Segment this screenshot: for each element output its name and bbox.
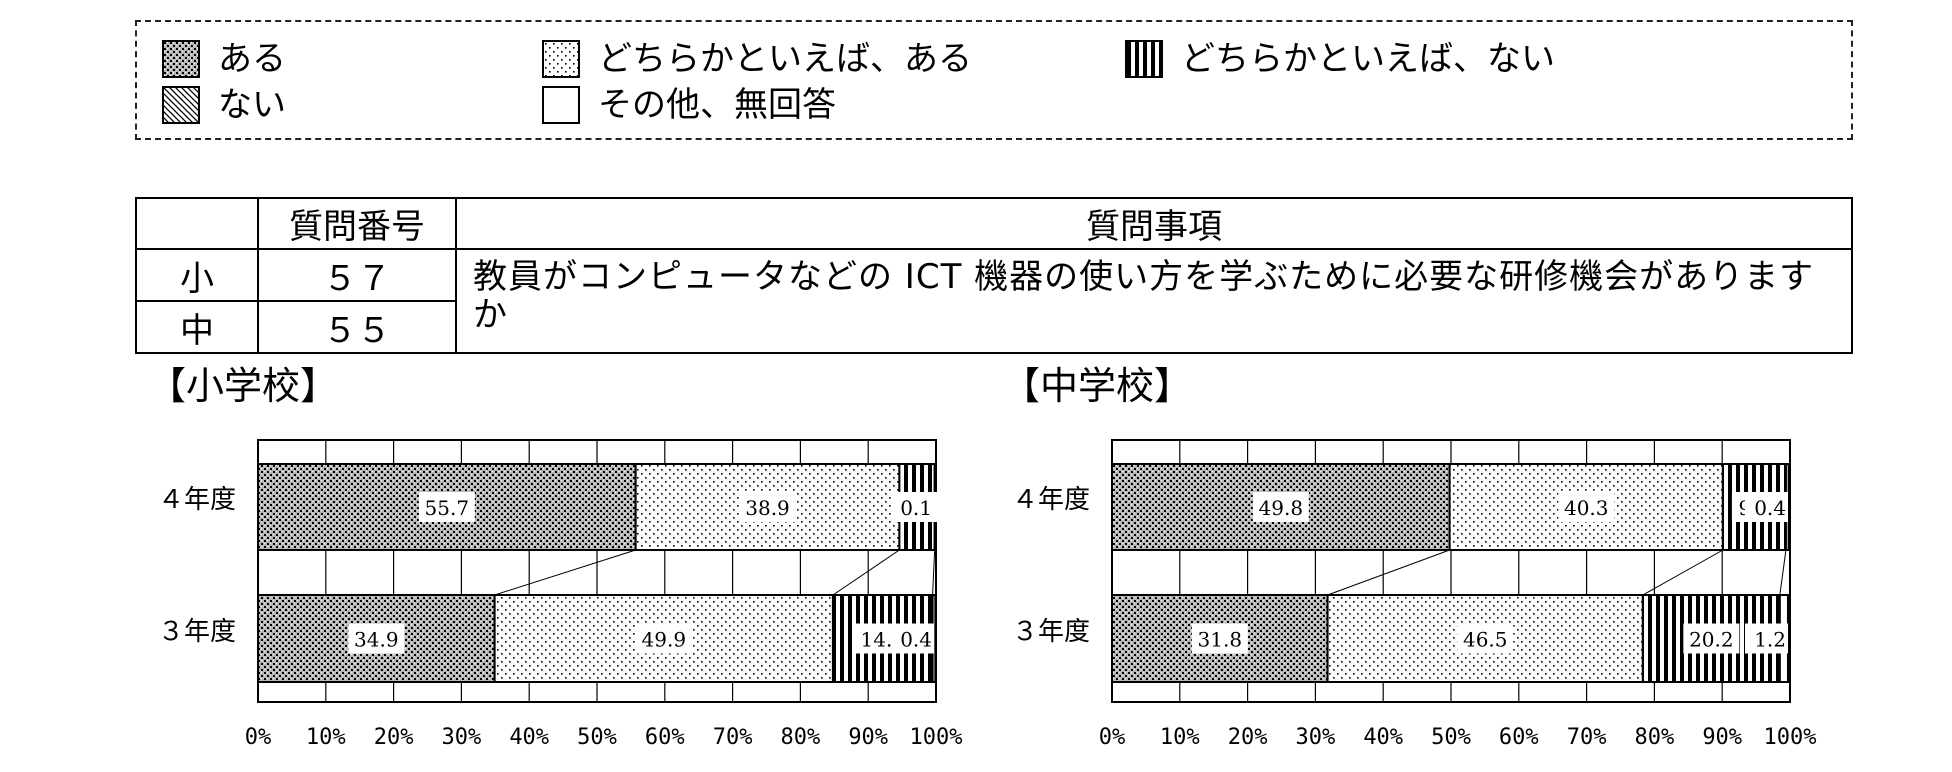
x-tick-label: 80% — [1635, 725, 1675, 750]
value-label: 49.9 — [642, 628, 687, 652]
value-label-bg — [1457, 623, 1514, 654]
legend-swatch-blank — [542, 86, 580, 124]
legend-label: その他、無回答 — [598, 85, 836, 125]
row-number-elementary: ５７ — [257, 248, 457, 302]
x-tick-label: 50% — [577, 725, 617, 750]
chart-elementary: 0% 10% 20% 30% 40% 50% 60% 70% 80% 90% 100% 55.7 38.… — [158, 439, 963, 750]
value-label-bg — [739, 492, 796, 522]
value-label: 55.7 — [425, 496, 470, 520]
value-label-bg — [418, 492, 475, 522]
x-tick-label: 10% — [306, 725, 346, 750]
x-tick-label: 70% — [713, 725, 753, 750]
value-label-bg — [891, 492, 934, 522]
value-label: 0.1 — [900, 496, 932, 520]
x-tick-label: 30% — [1296, 725, 1336, 750]
value-label-bg — [1191, 623, 1248, 654]
value-label: 1.2 — [1754, 628, 1786, 652]
x-tick-label: 90% — [1702, 725, 1742, 750]
value-label: 40.3 — [1564, 496, 1609, 520]
connector-line — [1642, 549, 1724, 596]
legend-label: ない — [218, 85, 286, 125]
x-tick-label: 50% — [1431, 725, 1471, 750]
value-label: 0.4 — [1754, 496, 1786, 520]
legend-swatch-vertical-stripes — [1125, 40, 1163, 78]
legend-item-nai: ない — [162, 86, 286, 124]
value-label: 34.9 — [354, 628, 399, 652]
legend-item-dochiraka-nai: どちらかといえば、ない — [1125, 40, 1555, 78]
connector-line — [1779, 549, 1787, 596]
x-tick-label: 20% — [1228, 725, 1268, 750]
legend-swatch-light-dots — [542, 40, 580, 78]
legend-label: どちらかといえば、ない — [1181, 39, 1555, 79]
x-tick-label: 60% — [1499, 725, 1539, 750]
legend-swatch-diagonal-lines — [162, 86, 200, 124]
value-label: 46.5 — [1463, 628, 1508, 652]
x-tick-label: 70% — [1567, 725, 1607, 750]
x-tick-label: 100% — [910, 725, 963, 750]
x-tick-label: 20% — [374, 725, 414, 750]
x-tick-label: 30% — [442, 725, 482, 750]
row-level-junior-high: 中 — [135, 300, 259, 354]
value-label: 38.9 — [745, 496, 790, 520]
legend: ある どちらかといえば、ある どちらかといえば、ない ない その他、無回答 — [135, 20, 1853, 140]
row-level-elementary: 小 — [135, 248, 259, 302]
x-tick-label: 0% — [1099, 725, 1126, 750]
value-label-bg — [1745, 492, 1788, 522]
value-label-bg — [1683, 623, 1740, 654]
category-label: ４年度 — [1012, 485, 1090, 515]
chart-title-junior-high: 【中学校】 — [1002, 364, 1193, 408]
category-label: ４年度 — [158, 485, 236, 515]
x-tick-label: 100% — [1764, 725, 1817, 750]
x-tick-label: 0% — [245, 725, 272, 750]
value-label-bg — [1252, 492, 1309, 522]
value-label-bg — [891, 623, 934, 654]
connector-line — [932, 549, 936, 596]
connector-line — [832, 549, 900, 596]
value-label: 0.4 — [900, 628, 932, 652]
question-table: 質問番号 質問事項 小 ５７ 教員がコンピュータなどの ICT 機器の使い方を学… — [135, 197, 1853, 354]
category-label: ３年度 — [1012, 617, 1090, 647]
header-question-item: 質問事項 — [455, 197, 1853, 250]
legend-item-sonota: その他、無回答 — [542, 86, 836, 124]
chart-junior-high: 0% 10% 20% 30% 40% 50% 60% 70% 80% 90% 100% 49.8 40.… — [1012, 439, 1817, 750]
x-tick-label: 10% — [1160, 725, 1200, 750]
value-label: 20.2 — [1689, 628, 1734, 652]
x-tick-label: 80% — [781, 725, 821, 750]
connector-line — [494, 549, 636, 596]
x-tick-label: 40% — [1363, 725, 1403, 750]
value-label: 31.8 — [1198, 628, 1243, 652]
table-corner-cell — [135, 197, 259, 250]
row-number-junior-high: ５５ — [257, 300, 457, 354]
value-label-bg — [1745, 623, 1788, 654]
question-text: 教員がコンピュータなどの ICT 機器の使い方を学ぶために必要な研修機会がありま… — [455, 248, 1853, 354]
x-tick-label: 60% — [645, 725, 685, 750]
value-label: 49.8 — [1259, 496, 1304, 520]
connector-line — [1327, 549, 1450, 596]
legend-swatch-dense-dots — [162, 40, 200, 78]
legend-item-dochiraka-aru: どちらかといえば、ある — [542, 40, 972, 78]
x-tick-label: 90% — [848, 725, 888, 750]
value-label-bg — [348, 623, 405, 654]
legend-item-aru: ある — [162, 40, 286, 78]
x-tick-label: 40% — [509, 725, 549, 750]
header-question-number: 質問番号 — [257, 197, 457, 250]
value-label-bg — [635, 623, 692, 654]
legend-label: どちらかといえば、ある — [598, 39, 972, 79]
chart-title-elementary: 【小学校】 — [148, 364, 339, 408]
value-label-bg — [1558, 492, 1615, 522]
category-label: ３年度 — [158, 617, 236, 647]
legend-label: ある — [218, 39, 286, 79]
